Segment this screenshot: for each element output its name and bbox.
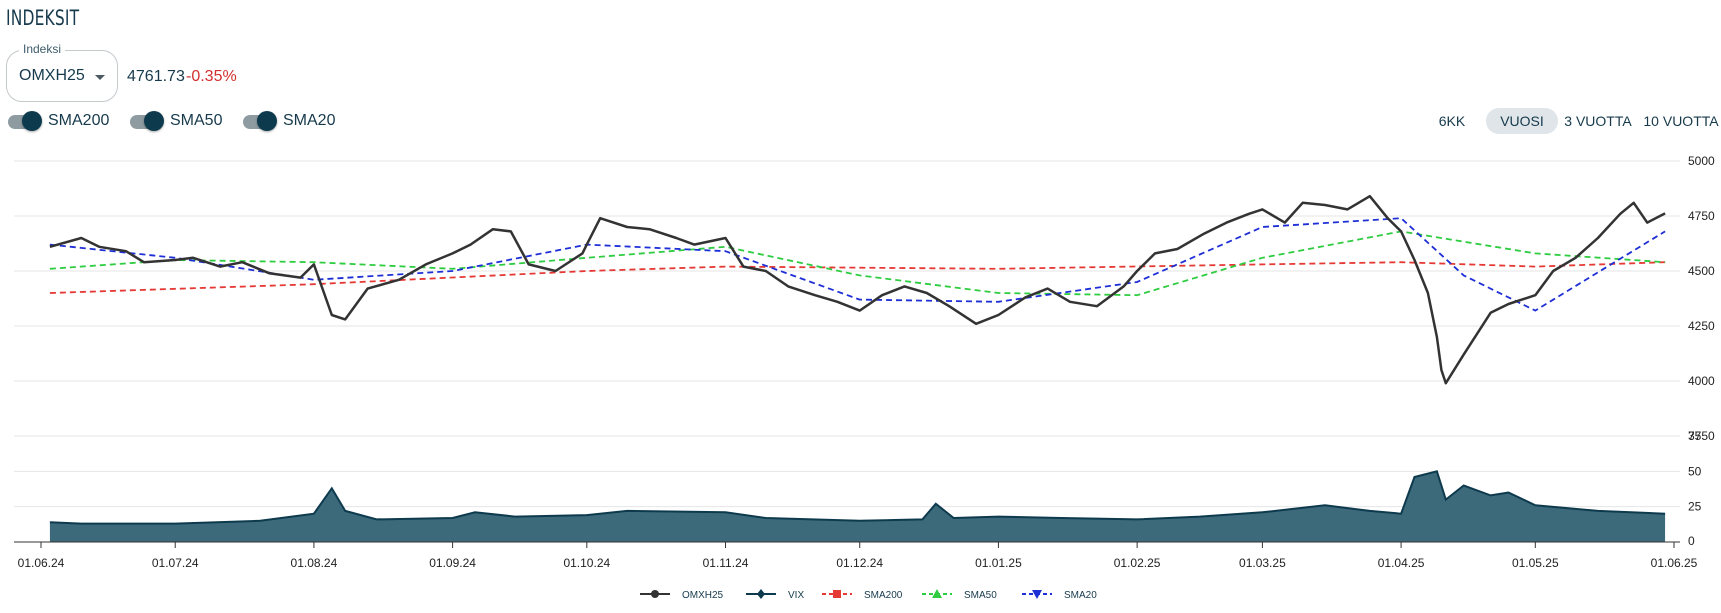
toggle-thumb xyxy=(22,111,42,131)
price-lines xyxy=(49,194,1666,385)
series-line-omxh25 xyxy=(49,194,1666,385)
x-tick-label: 01.05.25 xyxy=(1512,556,1559,570)
y-tick-label: 50 xyxy=(1688,464,1702,478)
x-tick-label: 01.10.24 xyxy=(563,556,610,570)
toggle-sma20-label: SMA20 xyxy=(283,112,336,129)
legend-marker xyxy=(1032,590,1042,599)
legend-item-vix[interactable]: VIX xyxy=(746,589,804,601)
y-tick-label: 4750 xyxy=(1688,209,1715,223)
x-tick-label: 01.04.25 xyxy=(1378,556,1425,570)
legend-label: OMXH25 xyxy=(682,590,724,601)
x-tick-label: 01.03.25 xyxy=(1239,556,1286,570)
x-tick-label: 01.12.24 xyxy=(836,556,883,570)
toggle-thumb xyxy=(144,111,164,131)
y-tick-label: 75 xyxy=(1688,429,1702,443)
toggle-thumb xyxy=(257,111,277,131)
chart-legend[interactable]: OMXH25 VIX SMA200 SMA50 SMA20 xyxy=(640,589,1097,601)
toggle-sma200-label: SMA200 xyxy=(48,112,110,129)
legend-marker xyxy=(651,590,659,598)
x-tick-label: 01.07.24 xyxy=(152,556,199,570)
index-select-value: OMXH25 xyxy=(19,67,85,84)
y-tick-label: 3750 xyxy=(1688,429,1715,443)
series-line-sma200 xyxy=(49,261,1666,294)
x-tick-label: 01.08.24 xyxy=(291,556,338,570)
y-tick-label: 4500 xyxy=(1688,264,1715,278)
index-select[interactable]: Indeksi OMXH25 xyxy=(6,42,118,102)
legend-marker xyxy=(932,589,942,598)
legend-item-sma50[interactable]: SMA50 xyxy=(922,589,997,601)
caret-down-icon xyxy=(95,75,105,80)
range-vuosi-button[interactable]: VUOSI xyxy=(1486,108,1558,134)
legend-marker xyxy=(833,590,841,598)
legend-item-sma200[interactable]: SMA200 xyxy=(822,590,903,601)
legend-marker xyxy=(757,589,765,599)
toggle-sma50-label: SMA50 xyxy=(170,112,223,129)
y-tick-label: 0 xyxy=(1688,534,1695,548)
legend-label: SMA20 xyxy=(1064,590,1097,601)
range-3-vuotta-button[interactable]: 3 VUOTTA xyxy=(1564,113,1632,129)
x-tick-label: 01.06.25 xyxy=(1651,556,1698,570)
vix-area-fill xyxy=(49,471,1666,542)
x-tick-label: 01.11.24 xyxy=(703,556,749,570)
y-tick-label: 4000 xyxy=(1688,374,1715,388)
legend-label: SMA50 xyxy=(964,590,997,601)
x-tick-label: 01.02.25 xyxy=(1114,556,1161,570)
legend-item-omxh25[interactable]: OMXH25 xyxy=(640,590,724,601)
legend-label: SMA200 xyxy=(864,590,903,601)
chart-grid xyxy=(14,160,1680,508)
index-price: 4761.73 xyxy=(127,68,185,85)
x-tick-label: 01.09.24 xyxy=(429,556,476,570)
series-line-sma20 xyxy=(49,217,1666,312)
y-tick-label: 5000 xyxy=(1688,154,1715,168)
y-tick-label: 4250 xyxy=(1688,319,1715,333)
legend-item-sma20[interactable]: SMA20 xyxy=(1022,590,1097,601)
x-tick-label: 01.06.24 xyxy=(18,556,65,570)
page-title: INDEKSIT xyxy=(6,6,80,30)
legend-label: VIX xyxy=(788,590,804,601)
vix-area xyxy=(49,470,1666,542)
y-tick-label: 25 xyxy=(1688,500,1702,514)
index-select-label: Indeksi xyxy=(19,42,66,56)
vix-line xyxy=(49,470,1666,525)
range-6kk-button[interactable]: 6KK xyxy=(1438,113,1466,129)
index-change: -0.35% xyxy=(186,68,237,85)
x-tick-label: 01.01.25 xyxy=(975,556,1022,570)
range-10-vuotta-button[interactable]: 10 VUOTTA xyxy=(1643,113,1719,129)
